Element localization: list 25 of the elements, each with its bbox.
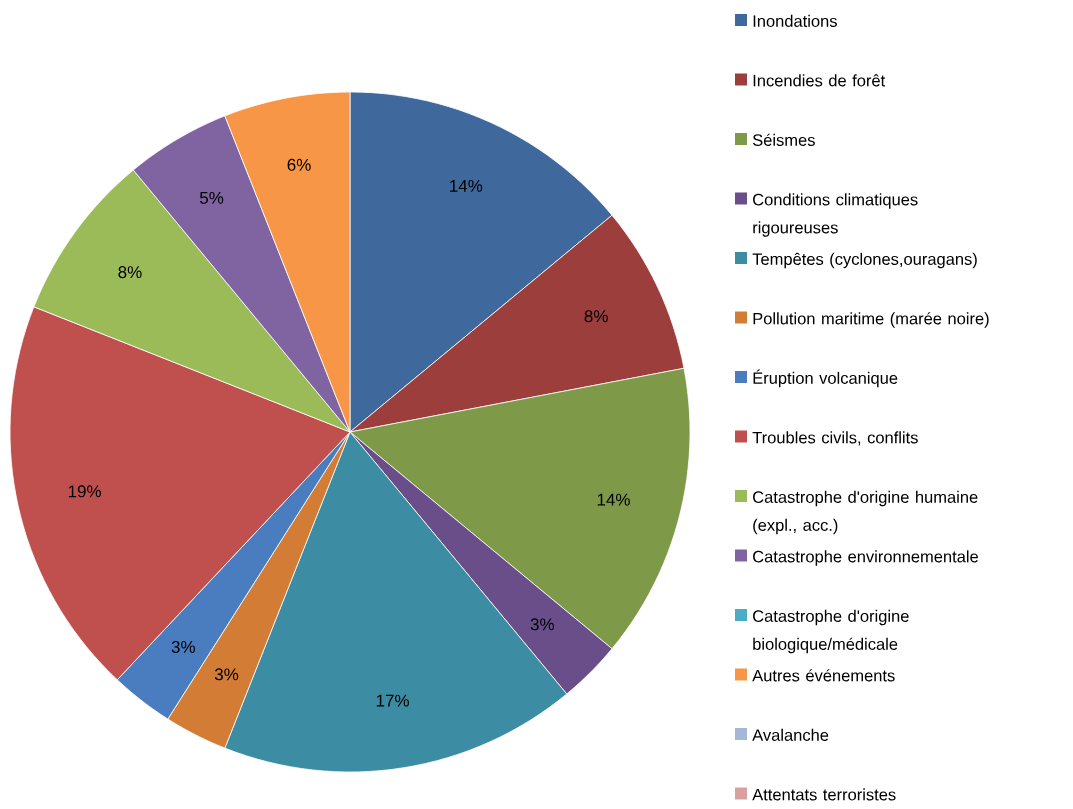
- legend-label: Catastrophe environnementale: [753, 550, 978, 566]
- legend-label: Avalanche: [752, 728, 829, 742]
- data-label: 19%: [68, 485, 101, 498]
- data-label: 3%: [171, 641, 195, 654]
- data-label: 14%: [597, 493, 630, 506]
- data-label: 3%: [530, 618, 555, 631]
- legend-label: Inondations: [753, 14, 837, 28]
- data-label: 14%: [450, 180, 483, 192]
- legend-label: Catastrophe d'origine humaine (expl., acc.): [753, 490, 978, 535]
- legend-label: Incendies de forêt: [753, 74, 886, 87]
- legend-label: Pollution maritime (marée noire): [753, 312, 989, 328]
- data-label: 5%: [199, 192, 224, 204]
- legend-label: Conditions climatiques rigoureuses: [753, 193, 918, 237]
- data-label: 17%: [376, 694, 409, 707]
- data-label: 8%: [584, 310, 608, 323]
- data-label: 6%: [287, 158, 311, 171]
- legend-label: Attentats terroristes: [752, 788, 896, 801]
- data-label: 3%: [214, 668, 239, 681]
- legend-label: Éruption volcanique: [753, 369, 898, 388]
- legend-label: Catastrophe d'origine biologique/médicale: [753, 609, 909, 654]
- legend-label: Tempêtes (cyclones,ouragans): [752, 252, 977, 269]
- data-label: 8%: [118, 266, 142, 279]
- legend-label: Séismes: [752, 133, 815, 147]
- legend-label: Autres événements: [752, 669, 895, 682]
- legend-label: Troubles civils, conflits: [752, 431, 918, 446]
